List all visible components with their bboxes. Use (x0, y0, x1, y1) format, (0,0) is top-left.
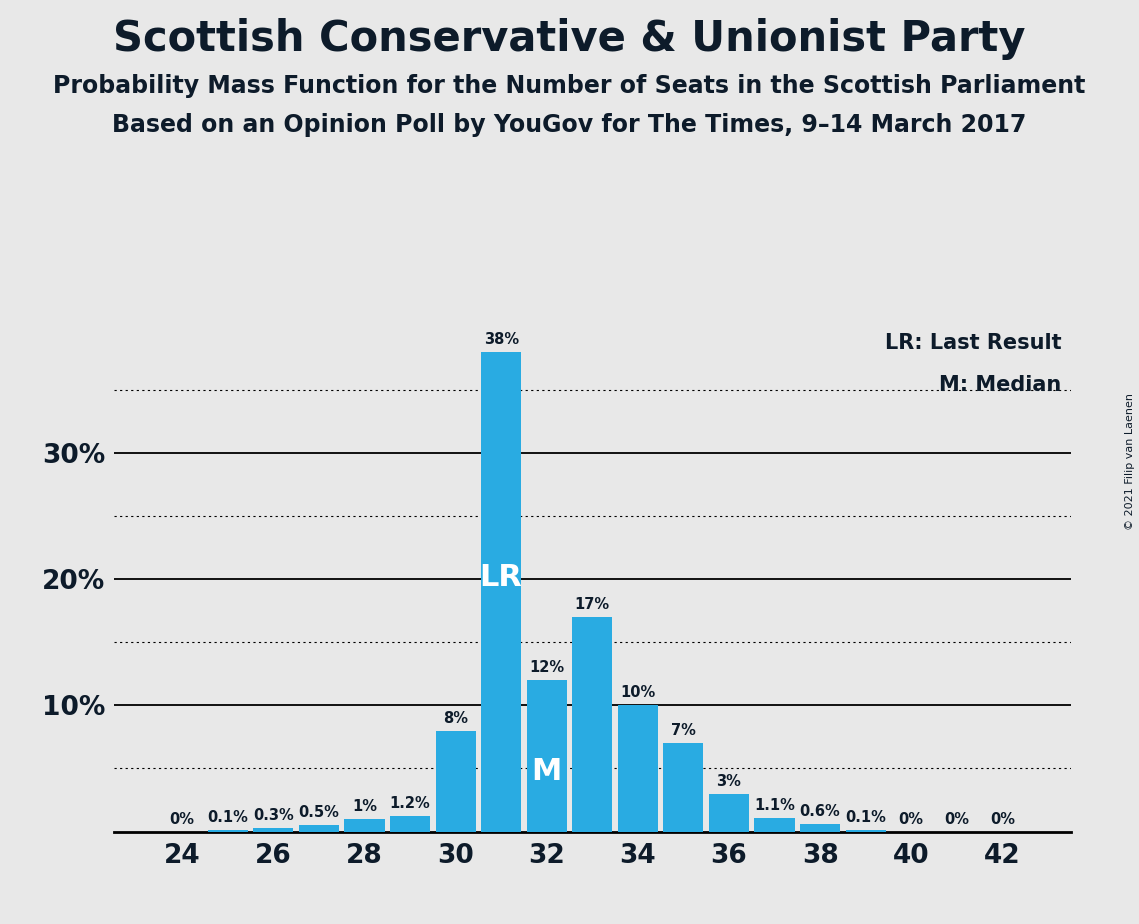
Text: 1.1%: 1.1% (754, 797, 795, 813)
Bar (526, 680, 567, 832)
Text: Based on an Opinion Poll by YouGov for The Times, 9–14 March 2017: Based on an Opinion Poll by YouGov for T… (113, 113, 1026, 137)
Text: 0.1%: 0.1% (207, 810, 248, 825)
Text: M: M (532, 757, 562, 785)
Text: 38%: 38% (484, 332, 518, 347)
Bar (754, 818, 795, 832)
Text: 17%: 17% (575, 597, 609, 612)
Text: 0%: 0% (944, 811, 969, 827)
Text: 0.1%: 0.1% (845, 810, 886, 825)
Bar (572, 617, 613, 832)
Text: 0%: 0% (170, 811, 195, 827)
Bar (663, 743, 704, 832)
Text: M: Median: M: Median (940, 375, 1062, 395)
Text: 10%: 10% (621, 686, 655, 700)
Bar (344, 819, 385, 832)
Text: 8%: 8% (443, 711, 468, 725)
Text: © 2021 Filip van Laenen: © 2021 Filip van Laenen (1125, 394, 1134, 530)
Text: Probability Mass Function for the Number of Seats in the Scottish Parliament: Probability Mass Function for the Number… (54, 74, 1085, 98)
Text: 1%: 1% (352, 799, 377, 814)
Text: 0%: 0% (899, 811, 924, 827)
Text: 0.3%: 0.3% (253, 808, 294, 822)
Bar (298, 825, 339, 832)
Bar (708, 794, 749, 832)
Text: 0.5%: 0.5% (298, 805, 339, 821)
Text: 7%: 7% (671, 723, 696, 738)
Text: 1.2%: 1.2% (390, 796, 431, 811)
Text: Scottish Conservative & Unionist Party: Scottish Conservative & Unionist Party (113, 18, 1026, 60)
Bar (845, 831, 886, 832)
Text: LR: LR (480, 563, 523, 592)
Text: 3%: 3% (716, 773, 741, 789)
Bar (435, 731, 476, 832)
Bar (253, 828, 294, 832)
Bar (617, 705, 658, 832)
Bar (800, 824, 841, 832)
Bar (207, 831, 248, 832)
Text: LR: Last Result: LR: Last Result (885, 333, 1062, 353)
Bar (390, 817, 431, 832)
Text: 0.6%: 0.6% (800, 804, 841, 819)
Bar (481, 352, 522, 832)
Text: 12%: 12% (530, 660, 564, 675)
Text: 0%: 0% (990, 811, 1015, 827)
